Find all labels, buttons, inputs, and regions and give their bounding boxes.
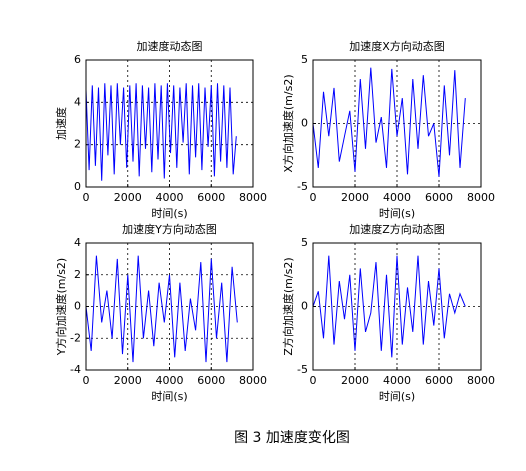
y-tick-label: 4 <box>74 236 81 249</box>
data-line <box>85 255 238 363</box>
y-tick-label: 2 <box>74 268 81 281</box>
x-tick-label: 8000 <box>467 374 495 387</box>
y-tick-label: -5 <box>297 180 308 193</box>
x-tick-label: 2000 <box>341 191 369 204</box>
x-tick-label: 8000 <box>239 191 267 204</box>
y-axis-label: Y方向加速度(m/s2) <box>54 258 68 356</box>
y-axis-label: X方向加速度(m/s2) <box>281 74 295 172</box>
x-tick-label: 6000 <box>197 374 225 387</box>
y-tick-label: -5 <box>297 363 308 376</box>
x-tick-label: 2000 <box>114 191 142 204</box>
caption: 图 3 加速度变化图 <box>234 430 350 446</box>
x-axis-label: 时间(s) <box>151 207 187 220</box>
x-tick-label: 8000 <box>467 191 495 204</box>
chart-title: 加速度X方向动态图 <box>349 39 445 53</box>
x-tick-label: 0 <box>83 374 90 387</box>
x-tick-label: 0 <box>83 191 90 204</box>
y-axis-label: 加速度 <box>54 107 68 140</box>
y-tick-label: 0 <box>74 300 81 313</box>
x-tick-label: 2000 <box>341 374 369 387</box>
x-tick-label: 4000 <box>156 191 184 204</box>
data-line <box>312 255 466 358</box>
y-tick-label: 5 <box>301 236 308 249</box>
y-tick-label: -2 <box>70 331 81 344</box>
chart-title: 加速度Y方向动态图 <box>122 222 217 236</box>
x-tick-label: 0 <box>310 191 317 204</box>
y-tick-label: 2 <box>74 138 81 151</box>
x-tick-label: 6000 <box>197 191 225 204</box>
chart-title: 加速度Z方向动态图 <box>349 222 445 236</box>
y-tick-label: 0 <box>74 180 81 193</box>
x-tick-label: 4000 <box>156 374 184 387</box>
data-line <box>85 83 237 181</box>
x-tick-label: 2000 <box>114 374 142 387</box>
x-axis-label: 时间(s) <box>379 390 415 403</box>
axes-box <box>85 242 254 371</box>
x-axis-label: 时间(s) <box>151 390 187 403</box>
y-tick-label: 4 <box>74 95 81 108</box>
x-tick-label: 6000 <box>425 191 453 204</box>
y-tick-label: -4 <box>70 363 81 376</box>
y-tick-label: 0 <box>301 300 308 313</box>
x-axis-label: 时间(s) <box>379 207 415 220</box>
x-tick-label: 0 <box>310 374 317 387</box>
data-line <box>312 67 466 177</box>
x-tick-label: 4000 <box>383 191 411 204</box>
x-tick-label: 8000 <box>239 374 267 387</box>
axes-box <box>312 242 482 371</box>
y-tick-label: 5 <box>301 53 308 66</box>
x-tick-label: 6000 <box>425 374 453 387</box>
y-tick-label: 0 <box>301 117 308 130</box>
x-tick-label: 4000 <box>383 374 411 387</box>
chart-title: 加速度动态图 <box>137 39 203 53</box>
y-axis-label: Z方向加速度(m/s2) <box>281 257 295 355</box>
y-tick-label: 6 <box>74 53 81 66</box>
axes-box <box>85 59 254 188</box>
axes-box <box>312 59 482 188</box>
